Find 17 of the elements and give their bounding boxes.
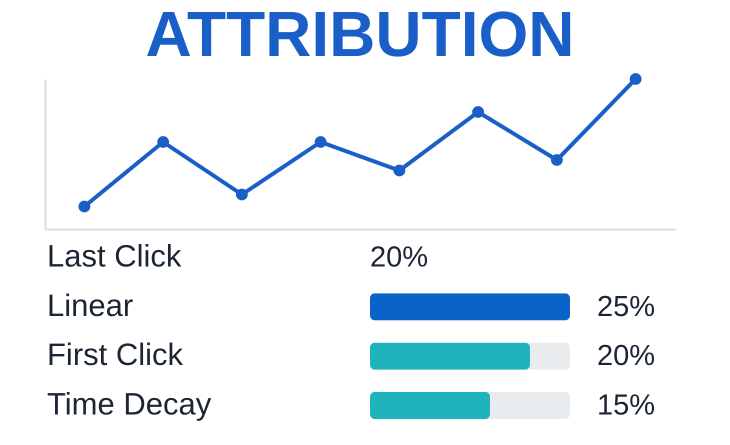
point bbox=[630, 73, 642, 85]
data-label: 25% bbox=[597, 290, 656, 323]
point bbox=[78, 200, 90, 212]
data-label: 20% bbox=[597, 340, 656, 372]
point bbox=[236, 188, 248, 200]
point bbox=[472, 106, 484, 118]
chart-title: ATTRIBUTION bbox=[146, 0, 574, 70]
point bbox=[393, 164, 406, 176]
category-label: First Click bbox=[47, 337, 184, 372]
category-label: Linear bbox=[47, 288, 134, 323]
text: 20% bbox=[370, 242, 428, 274]
point bbox=[157, 136, 170, 148]
point bbox=[314, 136, 327, 148]
category-label: Time Decay bbox=[47, 386, 212, 422]
category-label: Last Click bbox=[47, 238, 182, 274]
data-label: 15% bbox=[597, 390, 656, 422]
point bbox=[550, 154, 563, 166]
